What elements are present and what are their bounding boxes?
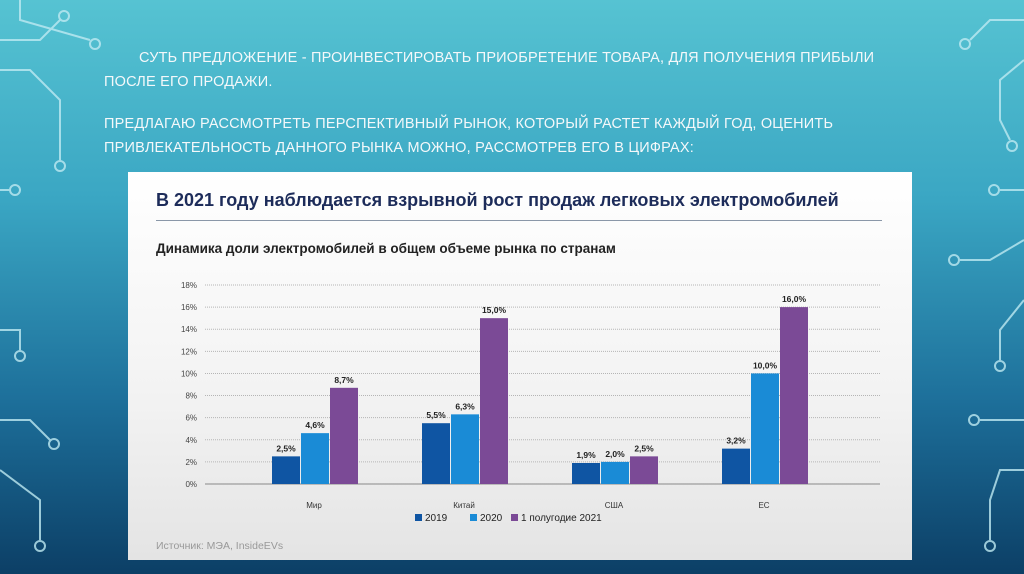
slide-paragraph-2: ПРЕДЛАГАЮ РАССМОТРЕТЬ ПЕРСПЕКТИВНЫЙ РЫНО… [104, 116, 834, 156]
y-tick-label: 12% [181, 347, 197, 356]
data-label: 15,0% [482, 305, 507, 315]
bar [272, 456, 300, 484]
y-tick-label: 6% [185, 414, 197, 423]
bar-chart: 0% 2% 4% 6% 8% 10% 12% 14% 16% 18% Мир 2,5% 4,6% 8,7%… [181, 281, 880, 524]
legend-label: 2020 [480, 513, 503, 524]
chart-panel: В 2021 году наблюдается взрывной рост пр… [128, 172, 912, 560]
data-label: 16,0% [782, 294, 807, 304]
title-divider [156, 220, 882, 221]
bar [572, 462, 600, 484]
y-tick-label: 16% [181, 303, 197, 312]
bar [780, 307, 808, 484]
y-tick-label: 14% [181, 325, 197, 334]
bar [301, 433, 329, 484]
source-note: Источник: МЭА, InsideEVs [156, 540, 284, 552]
bar [330, 387, 358, 484]
panel-title: В 2021 году наблюдается взрывной рост пр… [156, 190, 839, 210]
x-tick-label: Китай [453, 501, 475, 510]
bar [480, 318, 508, 484]
y-tick-label: 18% [181, 281, 197, 290]
slide-paragraph-1: СУТЬ ПРЕДЛОЖЕНИЕ - ПРОИНВЕСТИРОВАТЬ ПРИО… [104, 50, 875, 90]
y-tick-label: 4% [185, 436, 197, 445]
bar [601, 461, 629, 484]
bar [451, 414, 479, 484]
legend-swatch [511, 514, 518, 521]
y-tick-label: 8% [185, 392, 197, 401]
data-label: 3,2% [726, 436, 746, 446]
y-tick-label: 10% [181, 369, 197, 378]
data-label: 2,5% [634, 443, 654, 453]
bar [422, 423, 450, 484]
data-label: 4,6% [305, 420, 325, 430]
data-label: 10,0% [753, 360, 778, 370]
x-tick-label: США [605, 501, 624, 510]
x-tick-label: Мир [306, 501, 322, 510]
data-label: 1,9% [576, 450, 596, 460]
legend-swatch [415, 514, 422, 521]
data-label: 6,3% [455, 401, 475, 411]
bar [722, 448, 750, 484]
x-tick-label: ЕС [758, 501, 769, 510]
bar [630, 456, 658, 484]
legend-swatch [470, 514, 477, 521]
chart-title: Динамика доли электромобилей в общем объ… [156, 241, 616, 256]
data-label: 2,0% [605, 449, 625, 459]
bar [751, 373, 779, 484]
data-label: 2,5% [276, 443, 296, 453]
legend-label: 1 полугодие 2021 [521, 513, 602, 524]
y-tick-label: 2% [185, 458, 197, 467]
legend-label: 2019 [425, 513, 448, 524]
data-label: 5,5% [426, 410, 446, 420]
data-label: 8,7% [334, 375, 354, 385]
y-tick-label: 0% [185, 480, 197, 489]
